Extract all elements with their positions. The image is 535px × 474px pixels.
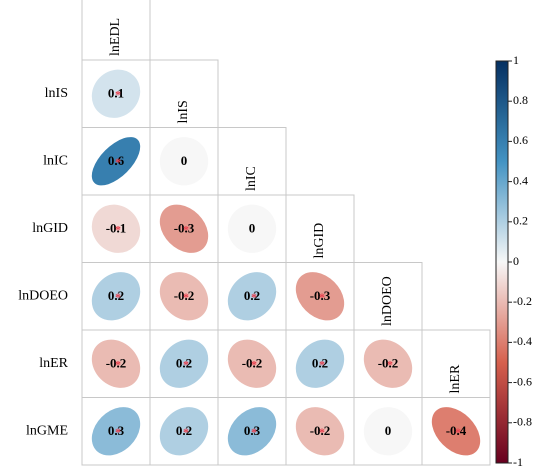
col-label-layer: lnEDL lnIS lnIC lnGID lnDOEO lnER (108, 18, 463, 394)
correlation-ellipse (295, 272, 345, 321)
row-label: lnIC (43, 153, 68, 168)
significance-marker: * (183, 223, 189, 237)
correlation-ellipse (295, 407, 345, 456)
correlation-ellipse (91, 407, 141, 456)
cell-value-label: -0.4 (446, 423, 467, 438)
correlation-ellipse (227, 407, 277, 456)
correlation-ellipse (227, 272, 277, 321)
colorbar-tick-label: -0.6 (513, 374, 532, 388)
correlation-ellipse (159, 137, 209, 186)
cell-value-label: 0 (181, 153, 188, 168)
cell-value-label: 0.2 (108, 288, 124, 303)
cell-value-label: -0.2 (106, 356, 127, 371)
column-label: lnEDL (108, 18, 123, 56)
colorbar-tick-label: 0.4 (513, 173, 528, 187)
colorbar-layer (495, 60, 509, 464)
significance-marker: * (115, 223, 121, 237)
cell-value-label: 0.1 (108, 86, 124, 101)
significance-marker: * (115, 88, 121, 102)
significance-marker: * (115, 425, 121, 439)
correlation-ellipse (91, 204, 141, 253)
cell-value-label: 0.6 (108, 153, 125, 168)
colorbar-tick-label: 0.2 (513, 214, 528, 228)
colorbar-tick-label: -0.8 (513, 415, 532, 429)
column-label: lnGID (312, 223, 327, 259)
significance-marker: * (115, 358, 121, 372)
cell-value-label: 0 (249, 221, 256, 236)
correlation-ellipse (91, 137, 141, 186)
correlation-ellipse (159, 204, 209, 253)
column-label: lnDOEO (380, 276, 395, 326)
cell-value-label: 0.2 (176, 423, 192, 438)
correlation-ellipse (159, 272, 209, 321)
significance-marker: * (251, 290, 257, 304)
cell-text-layer: 0.1*0.6* 0-0.1* -0.3* 00.2* -0.2* 0.2* -0.3*-0… (106, 86, 467, 439)
cell-value-label: -0.1 (106, 221, 127, 236)
significance-marker: * (183, 358, 189, 372)
correlation-ellipse (91, 272, 141, 321)
significance-marker: * (183, 290, 189, 304)
significance-marker: * (251, 425, 257, 439)
row-label: lnGID (32, 221, 68, 236)
correlation-ellipse (295, 339, 345, 388)
correlation-ellipse (363, 339, 413, 388)
correlation-ellipse (91, 339, 141, 388)
significance-marker: * (115, 290, 121, 304)
cell-value-label: -0.2 (310, 423, 331, 438)
column-label: lnIS (176, 100, 191, 123)
column-label: lnER (448, 364, 463, 393)
colorbar-tick-label: 0.8 (513, 93, 528, 107)
cell-value-label: 0.2 (176, 356, 192, 371)
cell-value-label: 0.3 (108, 423, 125, 438)
cell-value-label: 0 (385, 423, 392, 438)
grid-layer (81, 0, 491, 466)
significance-marker: * (319, 290, 325, 304)
correlation-ellipse (159, 407, 209, 456)
row-label: lnDOEO (18, 288, 68, 303)
colorbar-tick-label: -0.2 (513, 294, 532, 308)
cell-value-label: -0.3 (174, 221, 195, 236)
cell-value-label: 0.3 (244, 423, 261, 438)
correlation-ellipse (363, 407, 413, 456)
colorbar-tick-label: 0 (513, 254, 519, 268)
row-label-layer: lnIS lnIC lnGID lnDOEO lnER lnGME (18, 86, 68, 439)
cell-value-label: 0.2 (244, 288, 260, 303)
cell-value-label: 0.2 (312, 356, 328, 371)
colorbar-tick-label: 1 (513, 53, 519, 67)
correlation-ellipse (227, 204, 277, 253)
correlation-ellipse (91, 69, 141, 118)
colorbar-tick-label: -1 (513, 455, 523, 469)
column-label: lnIC (244, 166, 259, 191)
significance-marker: * (251, 358, 257, 372)
significance-marker: * (387, 358, 393, 372)
cell-value-label: -0.3 (310, 288, 331, 303)
significance-marker: * (183, 425, 189, 439)
significance-marker: * (115, 155, 121, 169)
cell-value-label: -0.2 (378, 356, 399, 371)
significance-marker: * (319, 358, 325, 372)
correlation-ellipse (431, 407, 481, 456)
cell-box (421, 397, 491, 466)
significance-marker: * (319, 425, 325, 439)
row-label: lnGME (26, 423, 68, 438)
cell-value-label: -0.2 (174, 288, 195, 303)
significance-marker: * (455, 425, 461, 439)
colorbar-tick-label: -0.4 (513, 334, 532, 348)
correlation-ellipse (159, 339, 209, 388)
row-label: lnER (39, 356, 68, 371)
correlation-ellipse (227, 339, 277, 388)
ellipse-layer (91, 69, 481, 456)
row-label: lnIS (45, 86, 68, 101)
colorbar-tick-layer: 1 0.8 0.6 0.4 0.2 0 -0.2 -0.4 -0.6 -0.8 -1 (508, 53, 532, 469)
cell-value-label: -0.2 (242, 356, 263, 371)
colorbar-tick-label: 0.6 (513, 133, 528, 147)
colorbar (495, 60, 509, 464)
